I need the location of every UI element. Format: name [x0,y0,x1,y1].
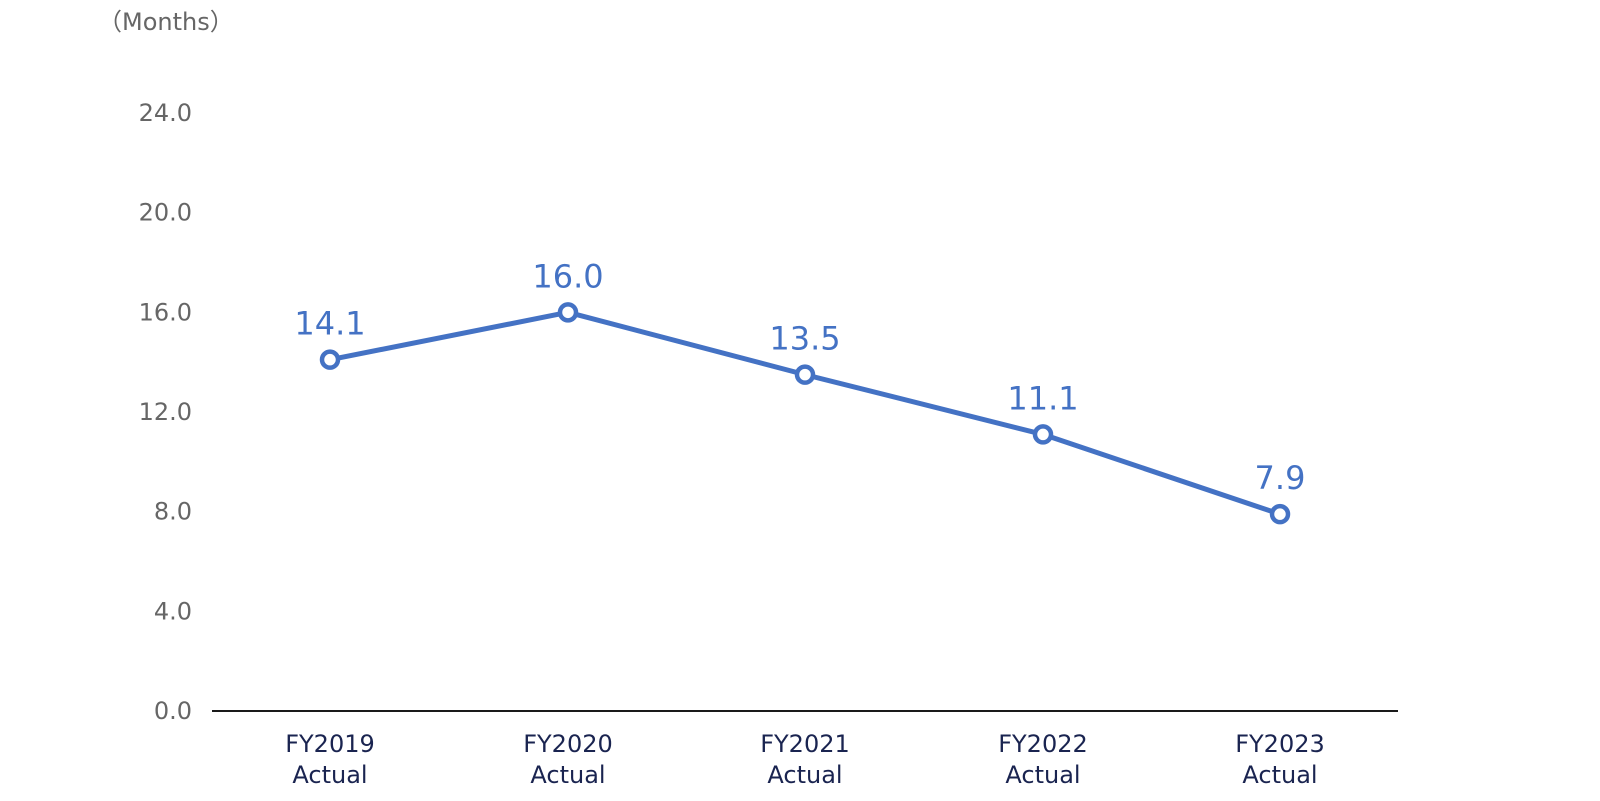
y-unit-label: （Months） [98,8,234,36]
x-tick-label: FY2019 Actual [285,730,375,789]
y-tick-label: 16.0 [139,298,192,326]
x-tick-label-line: FY2020 [523,730,613,758]
data-point [557,302,579,323]
y-tick-label: 20.0 [139,199,192,227]
x-tick-label-line: FY2023 [1235,730,1325,758]
data-labels: 14.1 16.0 13.5 11.1 7.9 [294,257,1305,497]
y-tick-label: 8.0 [154,498,192,526]
data-label: 14.1 [294,305,365,343]
x-tick-label-line: FY2022 [998,730,1088,758]
y-tick-label: 24.0 [139,99,192,127]
y-tick-label: 4.0 [154,597,192,625]
data-point [1032,424,1054,445]
data-label: 7.9 [1255,459,1306,497]
data-point [1269,503,1291,525]
x-tick-label-line: Actual [1005,761,1080,789]
data-label: 13.5 [769,320,840,358]
x-tick-label-line: Actual [530,761,605,789]
x-tick-label-line: Actual [292,761,367,789]
x-tick-label-line: FY2019 [285,730,375,758]
x-tick-label: FY2020 Actual [523,730,613,789]
data-points [319,302,1291,525]
data-label: 16.0 [532,257,603,295]
x-tick-label-line: FY2021 [760,730,850,758]
data-point [794,364,816,385]
x-tick-label-line: Actual [767,761,842,789]
y-axis-ticks: 0.0 4.0 8.0 12.0 16.0 20.0 24.0 [139,99,192,725]
x-tick-label: FY2023 Actual [1235,730,1325,789]
data-label: 11.1 [1007,379,1078,417]
x-tick-label: FY2022 Actual [998,730,1088,789]
data-point [319,349,341,370]
x-tick-label: FY2021 Actual [760,730,850,789]
y-tick-label: 12.0 [139,398,192,426]
x-tick-label-line: Actual [1242,761,1317,789]
y-tick-label: 0.0 [154,697,192,725]
